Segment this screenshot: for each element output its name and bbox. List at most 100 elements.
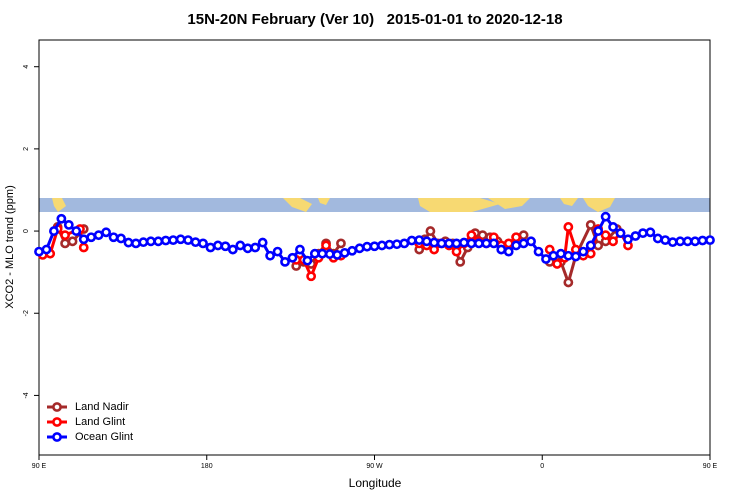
point [585, 248, 596, 259]
legend-label: Land Nadir [75, 401, 129, 413]
point [682, 236, 693, 247]
point [563, 222, 574, 232]
x-tick-label: 90 E [32, 463, 47, 470]
y-tick-label: -2 [23, 310, 30, 316]
point [168, 235, 179, 246]
point [451, 238, 462, 249]
point [608, 222, 618, 232]
point [697, 235, 708, 246]
point [265, 250, 276, 261]
point [235, 240, 246, 251]
point [511, 232, 522, 243]
point [623, 234, 633, 245]
point [541, 254, 551, 264]
point [593, 226, 604, 236]
point [41, 244, 52, 255]
point [570, 251, 581, 262]
y-tick-label: 0 [23, 229, 30, 233]
point [145, 236, 156, 247]
y-tick-label: 4 [23, 65, 30, 69]
point [175, 234, 186, 245]
point [339, 247, 350, 258]
point [593, 240, 604, 251]
point [362, 241, 372, 252]
point [295, 244, 305, 255]
point [660, 235, 671, 246]
point [638, 228, 648, 239]
point [317, 248, 328, 259]
point [71, 226, 82, 236]
legend-label: Ocean Glint [75, 431, 133, 443]
point [652, 233, 663, 244]
point [630, 231, 641, 241]
x-tick-label: 180 [201, 463, 213, 470]
point [272, 246, 283, 257]
point [369, 241, 380, 252]
point [600, 230, 611, 241]
point [473, 238, 484, 249]
point [488, 238, 499, 249]
point [511, 240, 522, 251]
point [675, 236, 686, 247]
legend-marker [52, 402, 62, 412]
point [455, 256, 466, 267]
point [459, 237, 469, 248]
point [608, 236, 618, 247]
point [563, 250, 574, 261]
point [63, 220, 74, 230]
point [518, 230, 529, 241]
point [227, 244, 238, 255]
point [309, 248, 320, 259]
point [131, 238, 141, 249]
point [56, 213, 67, 224]
point [190, 237, 201, 248]
legend-marker [52, 417, 62, 427]
point [324, 249, 335, 259]
point [34, 246, 44, 257]
point [425, 226, 436, 236]
x-tick-label: 90 W [366, 463, 383, 470]
y-tick-label: 2 [23, 147, 30, 151]
point [93, 230, 104, 241]
point [552, 259, 563, 269]
y-tick-label: -4 [23, 392, 30, 398]
point [615, 228, 626, 239]
point [78, 242, 89, 253]
point [526, 236, 536, 247]
point [220, 241, 231, 252]
point [503, 246, 514, 257]
point [406, 235, 417, 246]
point [205, 242, 216, 253]
point [78, 234, 89, 245]
point [444, 238, 454, 249]
point [481, 238, 492, 249]
point [548, 250, 559, 261]
point [585, 220, 596, 230]
point [250, 242, 261, 253]
point [354, 243, 365, 254]
point [160, 235, 171, 246]
point [436, 238, 447, 249]
point [667, 237, 678, 248]
point [138, 237, 149, 248]
point [518, 238, 529, 249]
point [213, 240, 223, 251]
x-axis-label: Longitude [349, 476, 402, 490]
point [555, 248, 566, 259]
point [533, 246, 544, 257]
point [690, 236, 700, 247]
point [321, 240, 331, 251]
point [86, 232, 97, 243]
point [384, 239, 395, 250]
point [578, 246, 589, 257]
point [336, 238, 346, 249]
point [306, 271, 317, 282]
point [123, 237, 134, 248]
point [67, 236, 78, 247]
point [600, 211, 611, 222]
point [705, 235, 715, 246]
point [101, 227, 111, 238]
point [377, 240, 387, 251]
point [645, 227, 656, 238]
